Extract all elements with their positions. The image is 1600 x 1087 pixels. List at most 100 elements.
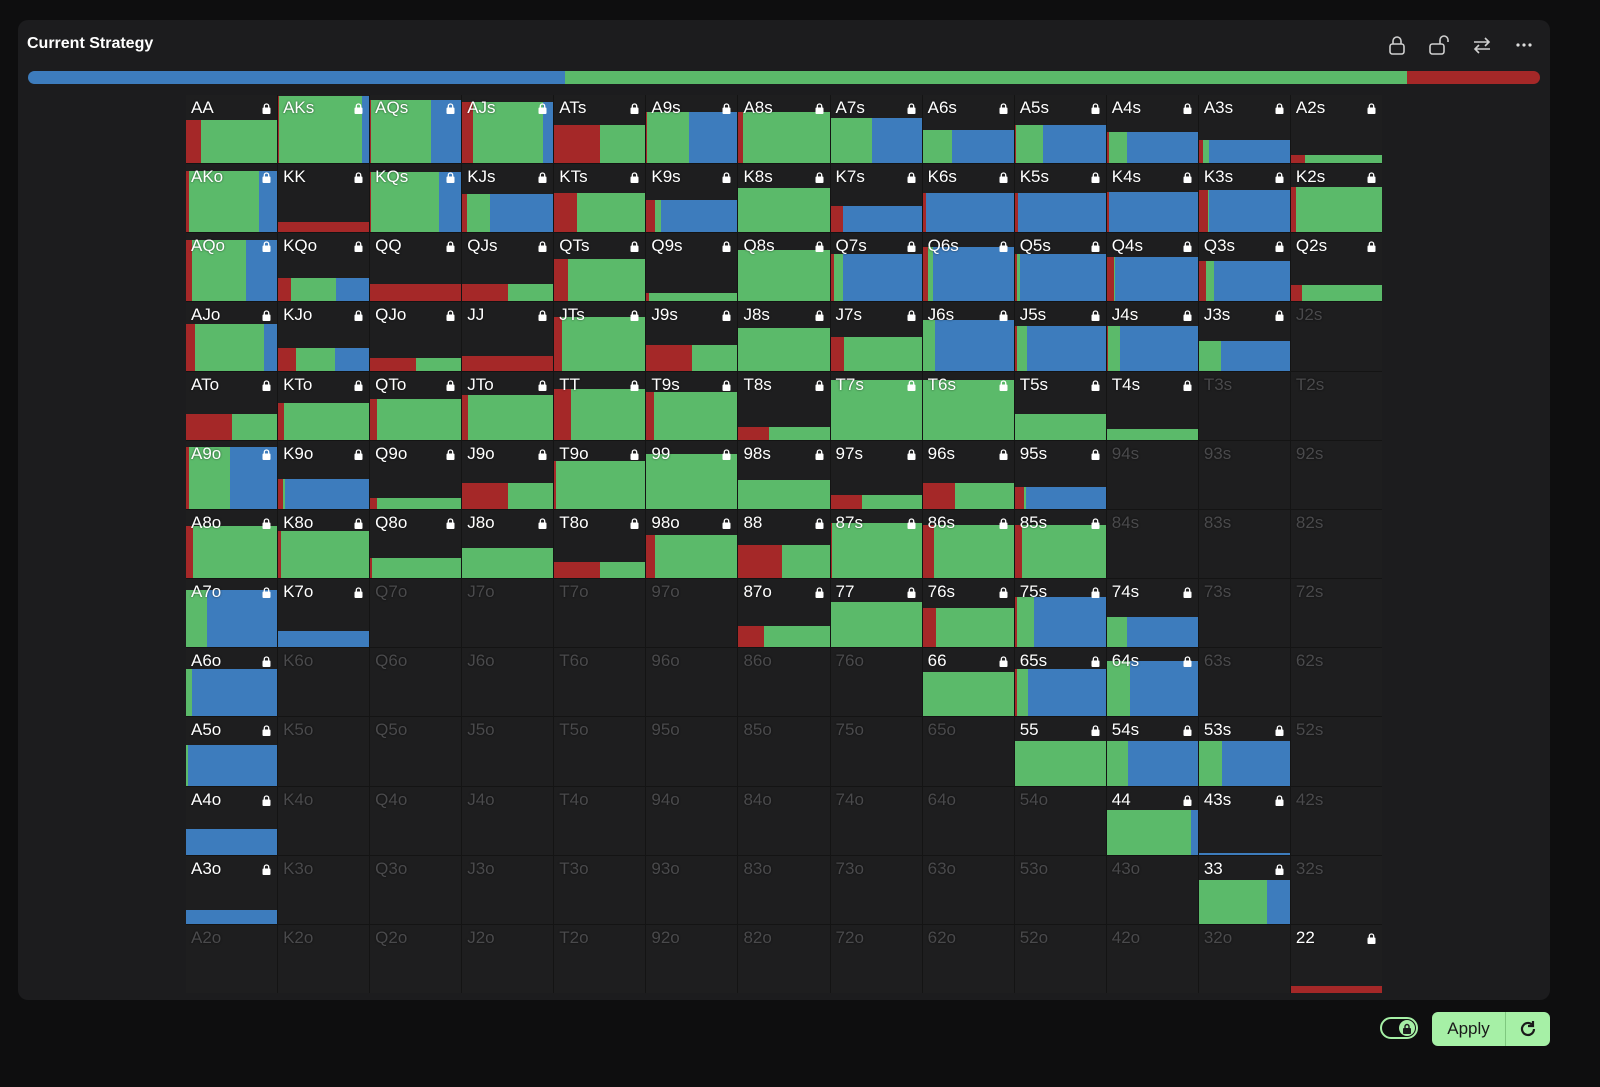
hand-cell[interactable]: Q6o — [370, 648, 462, 717]
hand-cell[interactable]: 64o — [922, 786, 1014, 855]
hand-cell[interactable]: K5s — [1014, 164, 1106, 233]
hand-cell[interactable]: 53o — [1014, 855, 1106, 924]
lock-icon[interactable] — [630, 101, 639, 114]
hand-cell[interactable]: 88 — [738, 509, 830, 579]
lock-icon[interactable] — [262, 654, 271, 668]
hand-cell[interactable]: 63o — [922, 855, 1014, 924]
lock-icon[interactable] — [446, 239, 455, 253]
hand-cell[interactable]: KJs — [462, 164, 554, 233]
hand-cell[interactable]: 65o — [922, 717, 1014, 786]
lock-icon[interactable] — [262, 862, 271, 875]
lock-icon[interactable] — [999, 101, 1008, 114]
hand-cell[interactable]: A3o — [186, 855, 278, 924]
lock-icon[interactable] — [815, 585, 824, 599]
lock-icon[interactable] — [999, 447, 1008, 460]
lock-icon[interactable] — [907, 585, 916, 599]
lock-icon[interactable] — [815, 170, 824, 184]
lock-icon[interactable] — [1091, 654, 1100, 668]
lock-icon[interactable] — [262, 793, 271, 806]
hand-cell[interactable]: K4o — [278, 786, 370, 855]
hand-cell[interactable]: 66 — [922, 648, 1014, 717]
lock-icon[interactable] — [1275, 862, 1284, 875]
hand-cell[interactable]: A9o — [186, 440, 278, 509]
hand-cell[interactable]: 82o — [738, 924, 830, 993]
unlock-icon[interactable] — [1428, 34, 1450, 56]
hand-cell[interactable]: 85o — [738, 717, 830, 786]
lock-icon[interactable] — [354, 516, 363, 529]
hand-cell[interactable]: 32s — [1290, 855, 1382, 924]
hand-cell[interactable]: K3s — [1198, 164, 1290, 233]
hand-cell[interactable]: JTo — [462, 371, 554, 440]
hand-cell[interactable]: A9s — [646, 95, 738, 164]
hand-cell[interactable]: 65s — [1014, 648, 1106, 717]
hand-cell[interactable]: Q9o — [370, 440, 462, 509]
hand-cell[interactable]: 75o — [830, 717, 922, 786]
hand-cell[interactable]: 94o — [646, 786, 738, 855]
hand-cell[interactable]: A8o — [186, 509, 278, 579]
hand-cell[interactable]: Q9s — [646, 233, 738, 302]
hand-cell[interactable]: 44 — [1106, 786, 1198, 855]
lock-icon[interactable] — [630, 378, 639, 391]
hand-cell[interactable]: Q8o — [370, 509, 462, 579]
lock-icon[interactable] — [1091, 585, 1100, 599]
lock-icon[interactable] — [446, 516, 455, 529]
hand-cell[interactable]: 85s — [1014, 509, 1106, 579]
hand-cell[interactable]: K8s — [738, 164, 830, 233]
hand-cell[interactable]: ATo — [186, 371, 278, 440]
hand-cell[interactable]: K9o — [278, 440, 370, 509]
hand-cell[interactable]: T6s — [922, 371, 1014, 440]
hand-cell[interactable]: 72o — [830, 924, 922, 993]
lock-icon[interactable] — [1275, 723, 1284, 737]
hand-cell[interactable]: 84s — [1106, 509, 1198, 579]
hand-cell[interactable]: 75s — [1014, 579, 1106, 648]
hand-cell[interactable]: 82s — [1290, 509, 1382, 579]
hand-cell[interactable]: A4s — [1106, 95, 1198, 164]
hand-cell[interactable]: J7s — [830, 302, 922, 371]
hand-cell[interactable]: J2s — [1290, 302, 1382, 371]
hand-cell[interactable]: Q6s — [922, 233, 1014, 302]
hand-cell[interactable]: J7o — [462, 579, 554, 648]
hand-cell[interactable]: 99 — [646, 440, 738, 509]
lock-icon[interactable] — [354, 101, 363, 114]
hand-cell[interactable]: Q3s — [1198, 233, 1290, 302]
lock-icon[interactable] — [354, 378, 363, 391]
hand-cell[interactable]: 42o — [1106, 924, 1198, 993]
lock-icon[interactable] — [1367, 170, 1376, 184]
lock-icon[interactable] — [1091, 516, 1100, 529]
hand-cell[interactable]: QQ — [370, 233, 462, 302]
hand-cell[interactable]: T5o — [554, 717, 646, 786]
lock-icon[interactable] — [722, 308, 731, 322]
lock-icon[interactable] — [999, 378, 1008, 391]
hand-cell[interactable]: A2s — [1290, 95, 1382, 164]
hand-cell[interactable]: T7s — [830, 371, 922, 440]
hand-cell[interactable]: 92s — [1290, 440, 1382, 509]
lock-icon[interactable] — [1091, 378, 1100, 391]
hand-cell[interactable]: QJo — [370, 302, 462, 371]
hand-cell[interactable]: 76s — [922, 579, 1014, 648]
hand-cell[interactable]: T9o — [554, 440, 646, 509]
lock-icon[interactable] — [262, 585, 271, 599]
hand-cell[interactable]: Q5o — [370, 717, 462, 786]
lock-icon[interactable] — [262, 378, 271, 391]
hand-cell[interactable]: KTo — [278, 371, 370, 440]
hand-cell[interactable]: 98o — [646, 509, 738, 579]
hand-cell[interactable]: T3o — [554, 855, 646, 924]
hand-cell[interactable]: 97s — [830, 440, 922, 509]
lock-icon[interactable] — [722, 378, 731, 391]
lock-icon[interactable] — [815, 378, 824, 391]
hand-cell[interactable]: A6o — [186, 648, 278, 717]
lock-icon[interactable] — [907, 239, 916, 253]
hand-cell[interactable]: 72s — [1290, 579, 1382, 648]
hand-cell[interactable]: T6o — [554, 648, 646, 717]
lock-icon[interactable] — [815, 101, 824, 114]
lock-icon[interactable] — [907, 516, 916, 529]
hand-cell[interactable]: AJo — [186, 302, 278, 371]
lock-icon[interactable] — [907, 101, 916, 114]
lock-icon[interactable] — [1275, 239, 1284, 253]
hand-cell[interactable]: 87s — [830, 509, 922, 579]
hand-cell[interactable]: QJs — [462, 233, 554, 302]
hand-cell[interactable]: 54o — [1014, 786, 1106, 855]
hand-cell[interactable]: 95s — [1014, 440, 1106, 509]
hand-cell[interactable]: J2o — [462, 924, 554, 993]
hand-cell[interactable]: Q4o — [370, 786, 462, 855]
